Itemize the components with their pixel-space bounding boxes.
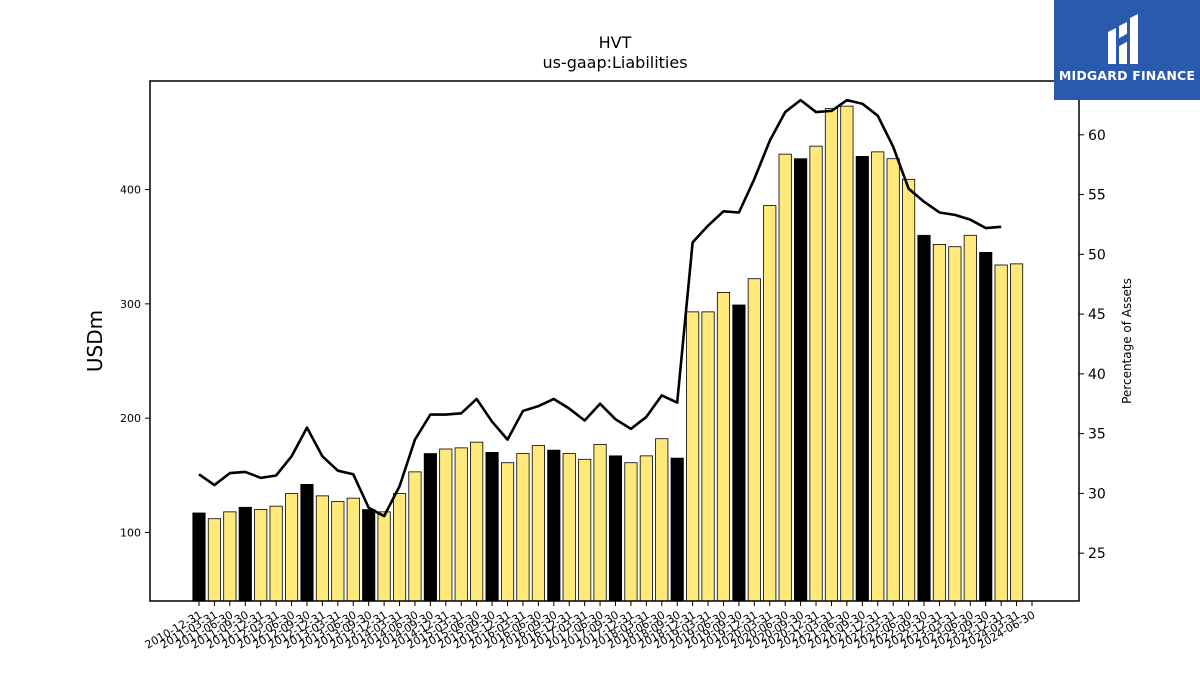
bar-2017-09-30 — [608, 455, 623, 602]
bar-2021-06-30 — [840, 105, 854, 602]
bar-2023-03-31 — [948, 246, 962, 602]
line-series — [198, 98, 1002, 518]
bar-2014-03-31 — [392, 493, 407, 602]
y2-tick-label-35: 35 — [1088, 427, 1106, 443]
bar-series — [192, 105, 1024, 602]
bar-2011-06-30 — [223, 511, 237, 602]
chart-subtitle: us-gaap:Liabilities — [542, 53, 687, 72]
bar-2019-06-30 — [716, 292, 731, 602]
bar-2017-12-31 — [624, 462, 638, 602]
y-axis-right: 25 30 35 40 45 50 55 60 — [1079, 128, 1106, 562]
bar-2019-12-31 — [747, 278, 761, 602]
bar-2012-09-30 — [300, 484, 314, 602]
y-tick-label-300: 300 — [120, 298, 141, 311]
y2-tick-label-55: 55 — [1088, 188, 1106, 204]
y2-tick-label-45: 45 — [1088, 307, 1106, 323]
bar-2013-06-30 — [346, 497, 360, 602]
chart-title: HVT — [599, 33, 632, 52]
bar-2019-09-30 — [732, 304, 746, 602]
bar-2014-12-31 — [439, 448, 453, 602]
bar-2022-03-31 — [886, 158, 900, 602]
x-axis: 2010-12-312011-03-312011-06-302011-09-30… — [143, 601, 1038, 652]
y-tick-label-100: 100 — [120, 526, 141, 539]
bar-2018-03-31 — [639, 455, 653, 602]
bar-2012-06-30 — [284, 493, 299, 602]
bar-2012-03-31 — [269, 505, 283, 602]
y2-tick-label-25: 25 — [1088, 546, 1106, 562]
brand-logo: MIDGARD FINANCE — [1054, 0, 1200, 100]
bar-2015-09-30 — [485, 452, 499, 602]
bar-2022-06-30 — [902, 178, 916, 602]
y2-tick-label-50: 50 — [1088, 247, 1106, 263]
bar-2013-09-30 — [362, 509, 376, 602]
bar-2016-06-30 — [531, 445, 545, 602]
bar-2018-12-31 — [686, 311, 700, 602]
bar-2024-03-31 — [1010, 263, 1024, 602]
bar-2023-06-30 — [963, 234, 977, 602]
line-percentage-of-assets — [198, 98, 1002, 518]
bar-2016-09-30 — [547, 449, 561, 602]
bar-2011-12-31 — [254, 509, 268, 602]
bar-2018-06-30 — [655, 438, 669, 602]
bar-2020-06-30 — [778, 153, 792, 602]
bar-2021-12-31 — [871, 151, 885, 602]
bar-2013-12-31 — [377, 511, 391, 602]
bar-2022-12-31 — [932, 244, 947, 602]
y2-tick-label-30: 30 — [1088, 486, 1106, 502]
y2-axis-label: Percentage of Assets — [1120, 278, 1134, 404]
bar-2012-12-31 — [315, 495, 329, 602]
y2-tick-label-40: 40 — [1088, 367, 1106, 383]
bar-2013-03-31 — [331, 501, 345, 602]
bar-2022-09-30 — [917, 234, 931, 602]
brand-logo-icon — [1108, 14, 1138, 64]
bar-2019-03-31 — [701, 311, 715, 602]
bar-2020-12-31 — [809, 145, 823, 602]
y-tick-label-400: 400 — [120, 184, 141, 197]
bar-2014-06-30 — [408, 471, 422, 602]
bar-2018-09-30 — [670, 457, 684, 602]
bar-2021-03-31 — [824, 108, 839, 602]
plot-frame — [149, 80, 1080, 602]
bar-2021-09-30 — [855, 156, 869, 602]
bar-2017-06-30 — [593, 444, 607, 602]
brand-logo-text: MIDGARD FINANCE — [1058, 68, 1196, 83]
bar-2017-03-31 — [578, 458, 592, 602]
bar-2011-03-31 — [207, 518, 221, 602]
bar-2023-12-31 — [994, 264, 1008, 602]
y-axis-label: USDm — [83, 310, 107, 372]
bar-2014-09-30 — [423, 453, 437, 602]
bar-2015-06-30 — [470, 441, 484, 602]
bar-2015-03-31 — [454, 447, 468, 602]
bar-2010-12-31 — [192, 512, 206, 602]
bar-2015-12-31 — [500, 462, 515, 602]
bar-2016-12-31 — [562, 453, 576, 602]
bar-2020-09-30 — [794, 158, 808, 602]
y-tick-label-200: 200 — [120, 412, 141, 425]
bar-2016-03-31 — [516, 453, 530, 602]
bar-2011-09-30 — [238, 506, 252, 602]
bar-2020-03-31 — [763, 205, 777, 602]
bar-2023-09-30 — [979, 252, 993, 602]
y-axis-left: 100 200 300 400 — [120, 184, 150, 539]
y2-tick-label-60: 60 — [1088, 128, 1106, 144]
